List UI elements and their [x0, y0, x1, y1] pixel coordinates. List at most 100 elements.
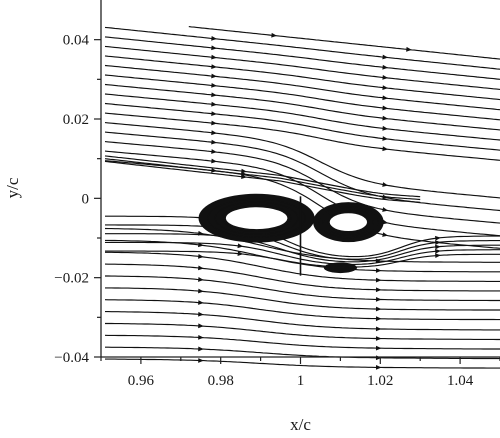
streamline — [104, 122, 500, 199]
streamline — [105, 311, 500, 331]
stream-arrow — [382, 75, 389, 80]
stream-arrow — [382, 115, 389, 121]
x-tick-label: 1.02 — [367, 373, 393, 389]
stream-arrow — [237, 243, 244, 249]
streamline — [105, 224, 500, 260]
streamline — [104, 131, 500, 212]
stream-arrow — [382, 95, 389, 101]
stream-arrow — [211, 111, 217, 116]
streamline — [105, 287, 500, 311]
stream-arrow — [435, 253, 441, 259]
vortex-ring — [327, 210, 370, 234]
streamline — [104, 263, 500, 292]
stream-arrow — [211, 130, 217, 136]
stream-arrow — [382, 207, 389, 212]
vortex-ring — [334, 265, 347, 270]
streamline — [104, 83, 500, 131]
streamline — [104, 158, 421, 201]
stream-arrow — [198, 346, 204, 352]
streamline — [104, 64, 500, 111]
x-tick-label: 0.98 — [208, 373, 234, 389]
stream-arrow — [406, 46, 412, 52]
streamline — [104, 102, 500, 151]
vortex-core — [225, 207, 288, 230]
stream-arrow — [375, 268, 382, 273]
streamline — [104, 45, 500, 90]
stream-arrow — [211, 73, 217, 79]
stream-arrow — [197, 242, 204, 248]
stream-arrow — [211, 149, 217, 154]
stream-arrow — [198, 253, 204, 259]
stream-arrow — [382, 54, 389, 60]
x-tick-label: 1.04 — [447, 373, 474, 389]
y-axis-label: y/c — [3, 177, 22, 198]
streamline — [104, 55, 500, 101]
stream-arrow — [382, 182, 389, 187]
stream-arrow — [375, 345, 382, 351]
vortex-core — [329, 213, 368, 232]
stream-arrow — [435, 240, 441, 246]
streamline — [104, 74, 500, 121]
vortex-ring — [325, 263, 355, 273]
stream-arrow — [382, 105, 389, 111]
streamline — [104, 36, 500, 80]
streamline — [105, 239, 500, 273]
stream-arrow — [211, 120, 217, 126]
stream-arrow — [375, 258, 382, 264]
streamline — [104, 93, 500, 141]
stream-arrow — [375, 297, 382, 302]
axes — [100, 0, 500, 358]
stream-arrow — [241, 174, 247, 180]
streamline — [105, 215, 500, 258]
stream-arrow — [375, 277, 382, 283]
streamline — [104, 150, 500, 237]
stream-arrow — [211, 35, 217, 41]
stream-arrow — [375, 364, 382, 370]
stream-arrow — [375, 316, 382, 322]
x-tick-label: 1 — [297, 373, 305, 389]
streamline — [104, 26, 500, 70]
streamline — [105, 322, 500, 341]
stream-arrow — [211, 139, 217, 145]
streamlines — [104, 26, 500, 370]
stream-arrow — [382, 136, 389, 141]
stream-arrow — [237, 251, 244, 256]
stream-arrow — [211, 92, 217, 98]
vortex-ring — [332, 264, 349, 271]
stream-arrow — [198, 311, 204, 317]
streamline — [104, 155, 421, 198]
stream-arrow — [382, 85, 389, 90]
vortex-regions — [198, 193, 384, 276]
stream-arrow — [382, 146, 389, 152]
stream-arrow — [198, 265, 204, 271]
stream-arrow — [211, 64, 217, 69]
stream-arrow — [198, 288, 204, 294]
vortex-ring — [214, 201, 299, 235]
stream-arrow — [435, 244, 441, 250]
x-tick-label: 0.96 — [128, 373, 155, 389]
x-axis-label: x/c — [290, 415, 311, 434]
stream-arrow — [211, 82, 217, 88]
stream-arrow — [375, 326, 382, 332]
stream-arrow — [198, 358, 204, 363]
vortex-ring — [207, 198, 306, 238]
stream-arrow — [198, 300, 204, 305]
stream-arrow — [382, 219, 389, 225]
streamline — [104, 160, 421, 203]
streamline — [105, 250, 500, 268]
stream-arrow — [382, 232, 389, 237]
stream-arrow — [198, 277, 204, 282]
stream-arrow — [375, 287, 382, 293]
ticks: 0.96 0.98 1 1.02 1.04 0.04 0.02 0 −0.02 −0.04 — [54, 33, 500, 389]
stream-arrow — [435, 248, 441, 254]
vortex-ring — [318, 206, 379, 239]
streamline — [104, 112, 500, 161]
stream-arrow — [435, 235, 441, 241]
streamline — [105, 251, 500, 282]
streamline — [105, 275, 500, 302]
vortex-ring — [330, 264, 351, 272]
streamline — [105, 346, 500, 360]
vortex-ring — [322, 208, 375, 236]
stream-arrow — [375, 306, 382, 312]
